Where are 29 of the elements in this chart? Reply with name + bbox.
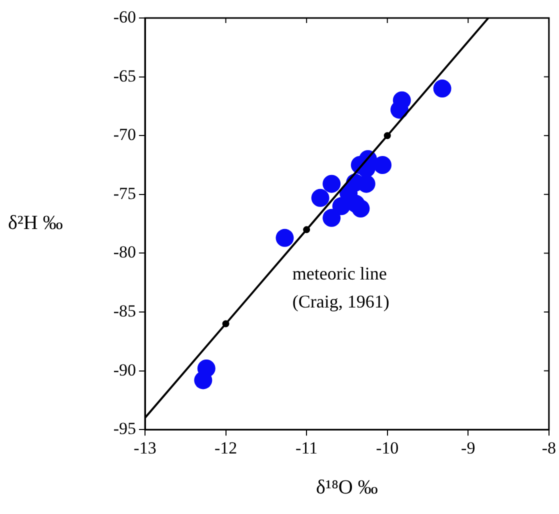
y-tick-label: -65	[113, 66, 136, 86]
point	[384, 132, 391, 140]
x-tick-label: -11	[296, 438, 318, 458]
point	[322, 174, 341, 193]
y-tick-label: -60	[113, 7, 136, 26]
x-tick-label: -10	[376, 438, 399, 458]
annotation: (Craig, 1961)	[292, 291, 390, 312]
point	[194, 371, 212, 390]
y-axis-title: δ²H ‰	[8, 212, 63, 234]
y-tick-label: -85	[113, 301, 136, 320]
x-tick-label: -8	[542, 438, 556, 458]
point	[374, 156, 392, 174]
point	[433, 80, 452, 98]
point	[311, 188, 330, 207]
point	[276, 228, 294, 247]
y-tick-label: -70	[113, 125, 136, 144]
y-tick-label: -90	[113, 360, 136, 380]
annotation: meteoric line	[292, 263, 387, 284]
y-tick-label: -75	[113, 184, 136, 203]
point	[352, 200, 370, 218]
x-tick-label: -12	[214, 438, 238, 458]
x-tick-label: -13	[134, 438, 156, 458]
y-tick-label: -80	[113, 242, 136, 262]
point	[222, 320, 230, 328]
point	[303, 226, 310, 234]
x-axis-title: δ¹⁸O ‰	[316, 476, 378, 498]
x-tick-label: -9	[461, 438, 476, 458]
point	[322, 208, 341, 227]
y-tick-label: -95	[113, 419, 136, 438]
